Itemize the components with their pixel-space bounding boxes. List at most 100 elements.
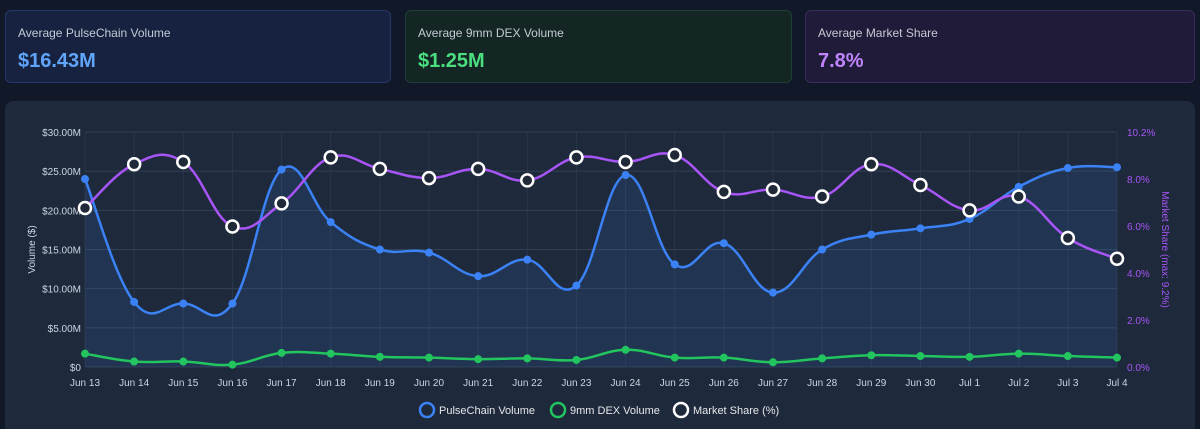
stat-card-dex-volume: Average 9mm DEX Volume $1.25M (405, 10, 792, 83)
x-tick-label: Jun 26 (709, 378, 739, 389)
dex-point (1113, 353, 1121, 362)
dex-point (916, 352, 925, 361)
legend-marker (549, 401, 567, 419)
market-share-point (1060, 230, 1076, 246)
pulsechain-point (818, 245, 827, 254)
legend-label: Market Share (%) (693, 405, 779, 417)
pulsechain-point (81, 175, 89, 183)
stat-value: $16.43M (18, 50, 96, 72)
y2-tick-label: 8.0% (1127, 175, 1150, 186)
dex-point (277, 348, 286, 357)
legend-label: PulseChain Volume (439, 405, 535, 417)
dex-point (228, 360, 237, 369)
dex-point (81, 349, 89, 358)
x-tick-label: Jul 2 (1008, 378, 1030, 389)
x-tick-label: Jun 13 (70, 378, 100, 389)
x-tick-label: Jun 22 (512, 378, 542, 389)
pulsechain-point (277, 165, 286, 174)
dex-point (621, 345, 630, 354)
pulsechain-area (85, 166, 1117, 367)
x-tick-label: Jun 23 (561, 378, 591, 389)
y-tick-label: $5.00M (48, 324, 81, 335)
dex-point (523, 354, 532, 363)
market-share-point (421, 170, 437, 186)
x-tick-label: Jun 20 (414, 378, 444, 389)
pulsechain-point (572, 281, 581, 290)
pulsechain-point (228, 299, 237, 308)
market-share-point (618, 154, 633, 170)
pulsechain-point (670, 260, 679, 269)
y2-tick-label: 10.2% (1127, 128, 1155, 139)
dex-point (1014, 349, 1023, 358)
y-axis-label: Volume ($) (27, 225, 38, 273)
y2-tick-label: 2.0% (1127, 316, 1150, 327)
market-share-point (814, 189, 830, 204)
dex-point (474, 355, 483, 364)
y-tick-label: $25.00M (42, 167, 81, 178)
market-share-point (225, 219, 240, 234)
x-tick-label: Jul 4 (1106, 378, 1128, 389)
market-share-point (1109, 251, 1125, 266)
dex-point (818, 354, 827, 363)
market-share-point (470, 161, 486, 177)
dex-point (1063, 352, 1072, 361)
legend-marker (672, 401, 690, 419)
dex-point (572, 355, 581, 364)
x-tick-label: Jun 24 (611, 378, 641, 389)
pulsechain-point (867, 230, 876, 239)
market-share-point (569, 150, 584, 165)
x-tick-label: Jun 30 (905, 378, 935, 389)
x-tick-label: Jun 18 (316, 378, 346, 389)
market-share-point (1011, 189, 1026, 204)
pulsechain-point (130, 297, 139, 306)
legend-label: 9mm DEX Volume (570, 405, 660, 417)
chart-panel: $0 $5.00M $10.00M $15.00M $20.00M $25.00M $30.… (5, 101, 1195, 429)
x-tick-label: Jun 19 (365, 378, 395, 389)
market-share-point (77, 200, 93, 216)
market-share-point (765, 182, 781, 197)
stat-label: Average Market Share (818, 26, 938, 40)
market-share-point (372, 161, 388, 177)
pulsechain-point (326, 218, 335, 227)
market-share-point (520, 173, 535, 188)
volume-chart: $0 $5.00M $10.00M $15.00M $20.00M $25.00M $30.… (27, 128, 1170, 419)
dex-point (867, 351, 876, 360)
stat-label: Average 9mm DEX Volume (418, 26, 564, 40)
x-tick-label: Jul 1 (959, 378, 981, 389)
market-share-point (962, 203, 977, 218)
pulsechain-point (916, 224, 925, 233)
legend-marker (418, 401, 436, 419)
x-tick-label: Jun 25 (660, 378, 690, 389)
dex-point (375, 352, 384, 361)
y2-axis-label: Market Share (max: 9.2%) (1159, 191, 1170, 308)
pulsechain-point (769, 288, 777, 297)
market-share-point (126, 157, 142, 172)
x-tick-label: Jun 28 (807, 378, 837, 389)
y2-tick-label: 4.0% (1127, 269, 1150, 280)
market-share-point (274, 196, 289, 211)
pulsechain-point (179, 299, 188, 308)
dex-point (769, 358, 777, 367)
x-tick-label: Jun 29 (856, 378, 886, 389)
stat-card-market-share: Average Market Share 7.8% (805, 10, 1195, 83)
pulsechain-point (375, 245, 384, 254)
x-tick-label: Jun 17 (267, 378, 297, 389)
x-tick-label: Jun 14 (119, 378, 149, 389)
series-line-1 (84, 348, 1118, 367)
dex-point (965, 352, 974, 361)
pulsechain-point (425, 248, 433, 257)
market-share-point (176, 154, 191, 170)
x-tick-label: Jun 16 (217, 378, 247, 389)
stat-card-pulsechain-volume: Average PulseChain Volume $16.43M (5, 10, 391, 83)
market-share-point (323, 150, 338, 165)
market-share-point (667, 147, 682, 163)
dex-point (326, 349, 335, 358)
market-share-point (716, 184, 732, 200)
pulsechain-point (719, 239, 728, 248)
stat-value: 7.8% (818, 50, 864, 72)
market-share-point (913, 177, 928, 193)
pulsechain-point (621, 171, 630, 180)
x-tick-label: Jun 27 (758, 378, 788, 389)
pulsechain-point (523, 255, 532, 264)
x-tick-label: Jul 3 (1057, 378, 1079, 389)
